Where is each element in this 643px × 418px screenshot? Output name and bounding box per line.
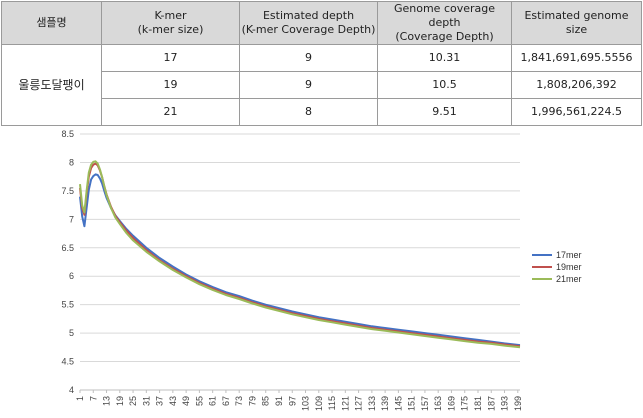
- est-depth-cell: 9: [239, 44, 378, 72]
- kmer-cell: 19: [101, 71, 240, 99]
- x-tick-label: 151: [407, 396, 417, 411]
- series-line-19mer: [79, 162, 521, 348]
- header-est-depth: Estimated depth (K-mer Coverage Depth): [239, 1, 378, 45]
- sample-name: 울릉도달팽이: [18, 78, 85, 92]
- x-tick-label: 55: [194, 396, 204, 406]
- x-tick-label: 193: [500, 396, 510, 411]
- kmer-cell: 21: [101, 98, 240, 126]
- y-tick-label: 6.5: [61, 243, 74, 253]
- y-tick-label: 6: [69, 271, 74, 281]
- x-tick-label: 121: [340, 396, 350, 411]
- kmer-depth-line-chart: 44.555.566.577.588.51 7 13 19 25 31 37 43 49 55 61…: [61, 129, 582, 411]
- table-row: 21 8 9.51 1,996,561,224.5: [2, 98, 642, 126]
- kmer-results-table: 샘플명 K-mer (k-mer size) Estimated depth (…: [1, 1, 642, 126]
- x-tick-label: 19: [115, 396, 125, 406]
- x-tick-label: 103: [301, 396, 311, 411]
- x-tick-label: 91: [274, 396, 284, 406]
- x-tick-label: 175: [460, 396, 470, 411]
- genome-size-cell: 1,808,206,392: [511, 71, 642, 99]
- x-tick-label: 85: [261, 396, 271, 406]
- genome-size-cell: 1,996,561,224.5: [511, 98, 642, 126]
- legend-label-21mer: 21mer: [556, 274, 582, 284]
- x-tick-label: 61: [208, 396, 218, 406]
- table-row: 울릉도달팽이 17 9 10.31 1,841,691,695.5556: [1, 44, 642, 126]
- y-tick-label: 7: [69, 214, 74, 224]
- cov-depth-cell: 9.51: [377, 98, 512, 126]
- x-tick-label: 79: [247, 396, 257, 406]
- x-tick-label: 109: [314, 396, 324, 411]
- kmer-cell: 17: [101, 44, 240, 72]
- header-sample: 샘플명: [1, 1, 102, 45]
- x-tick-label: 145: [393, 396, 403, 411]
- x-tick-label: 7: [88, 396, 98, 401]
- header-cov-depth: Genome coverage depth (Coverage Depth): [377, 1, 512, 45]
- x-tick-label: 163: [433, 396, 443, 411]
- x-tick-label: 43: [168, 396, 178, 406]
- x-tick-label: 73: [234, 396, 244, 406]
- x-tick-label: 133: [367, 396, 377, 411]
- series-line-17mer: [79, 173, 521, 347]
- y-tick-label: 4.5: [61, 357, 74, 367]
- est-depth-cell: 8: [239, 98, 378, 126]
- y-tick-label: 8.5: [61, 129, 74, 139]
- x-tick-label: 127: [354, 396, 364, 411]
- sample-name-cell: 울릉도달팽이: [1, 44, 102, 126]
- x-tick-label: 25: [128, 396, 138, 406]
- header-genome-size-label: Estimated genome size: [524, 9, 629, 36]
- x-tick-label: 1: [75, 396, 85, 401]
- x-tick-label: 187: [486, 396, 496, 411]
- est-depth-cell: 9: [239, 71, 378, 99]
- x-tick-label: 37: [155, 396, 165, 406]
- y-tick-label: 5: [69, 328, 74, 338]
- x-tick-label: 199: [513, 396, 523, 411]
- x-tick-label: 115: [327, 396, 337, 410]
- x-tick-label: 67: [221, 396, 231, 406]
- genome-size-cell: 1,841,691,695.5556: [511, 44, 642, 72]
- cov-depth-cell: 10.5: [377, 71, 512, 99]
- header-est-depth-label: Estimated depth (K-mer Coverage Depth): [241, 9, 376, 36]
- y-tick-label: 4: [69, 385, 74, 395]
- header-genome-size: Estimated genome size: [511, 1, 642, 45]
- y-tick-label: 8: [69, 157, 74, 167]
- y-tick-label: 7.5: [61, 186, 74, 196]
- legend-label-17mer: 17mer: [556, 250, 582, 260]
- cov-depth-cell: 10.31: [377, 44, 512, 72]
- header-sample-label: 샘플명: [36, 16, 67, 29]
- series-line-21mer: [79, 160, 521, 349]
- x-tick-label: 181: [473, 396, 483, 411]
- x-tick-label: 31: [141, 396, 151, 406]
- header-kmer: K-mer (k-mer size): [101, 1, 240, 45]
- y-tick-label: 5.5: [61, 300, 74, 310]
- header-kmer-label: K-mer (k-mer size): [137, 9, 204, 36]
- x-tick-label: 13: [102, 396, 112, 406]
- table-header-row: 샘플명 K-mer (k-mer size) Estimated depth (…: [1, 1, 642, 45]
- x-tick-label: 157: [420, 396, 430, 411]
- header-cov-depth-label: Genome coverage depth (Coverage Depth): [393, 2, 496, 43]
- x-tick-label: 169: [446, 396, 456, 411]
- legend-label-19mer: 19mer: [556, 262, 582, 272]
- x-tick-label: 97: [287, 396, 297, 406]
- x-tick-label: 49: [181, 396, 191, 406]
- x-tick-label: 139: [380, 396, 390, 411]
